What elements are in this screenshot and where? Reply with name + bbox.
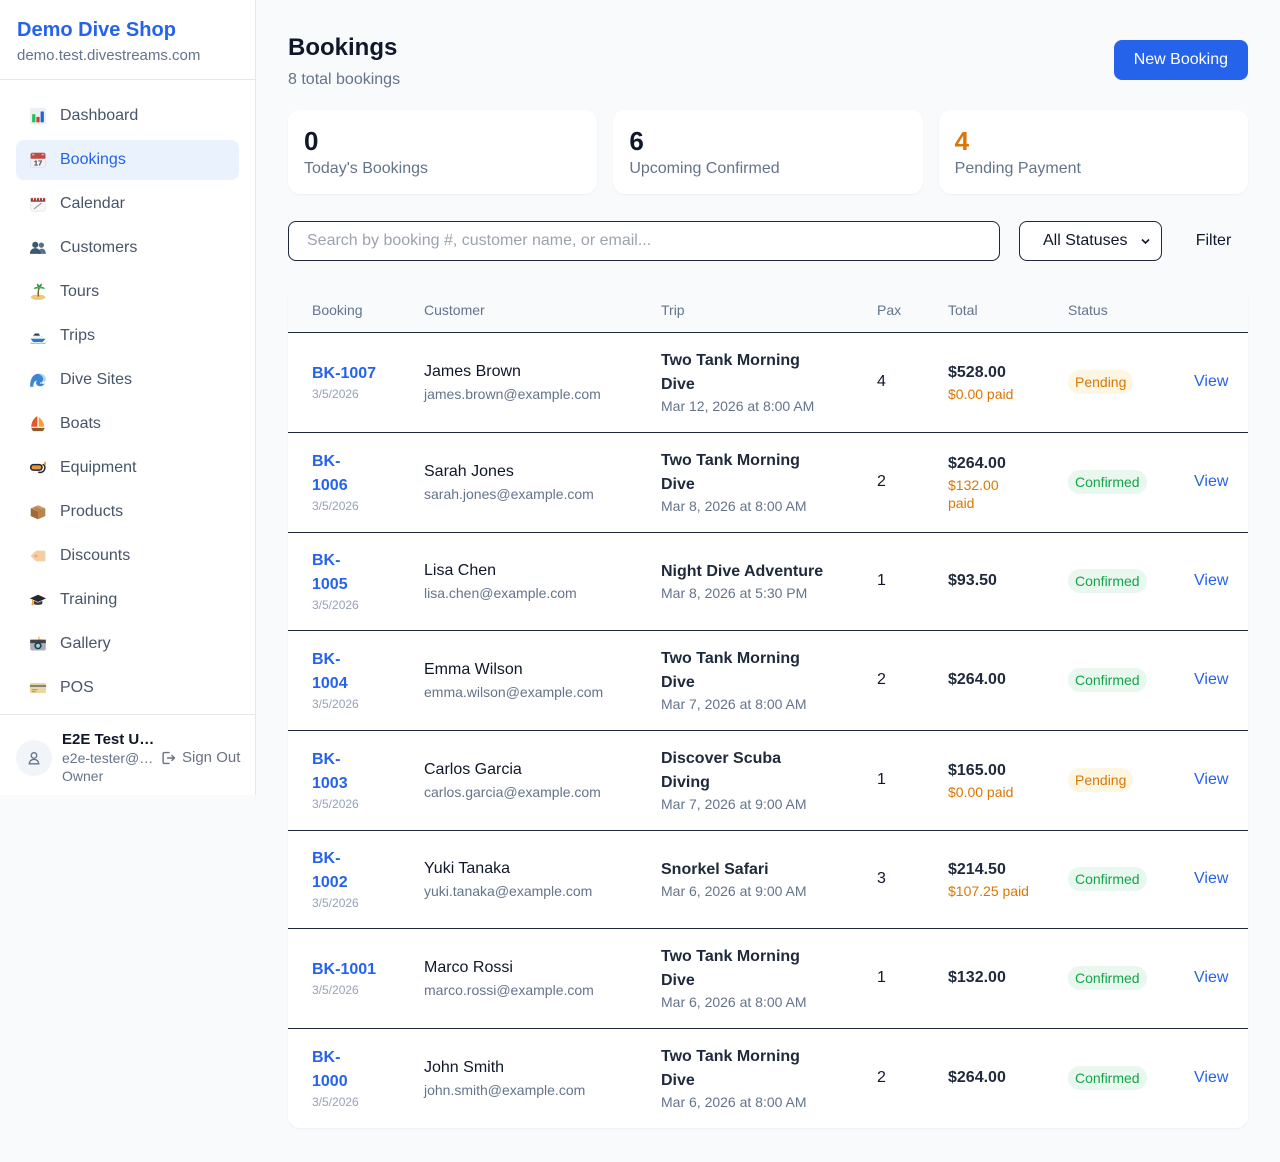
svg-text:17: 17 bbox=[34, 158, 43, 167]
